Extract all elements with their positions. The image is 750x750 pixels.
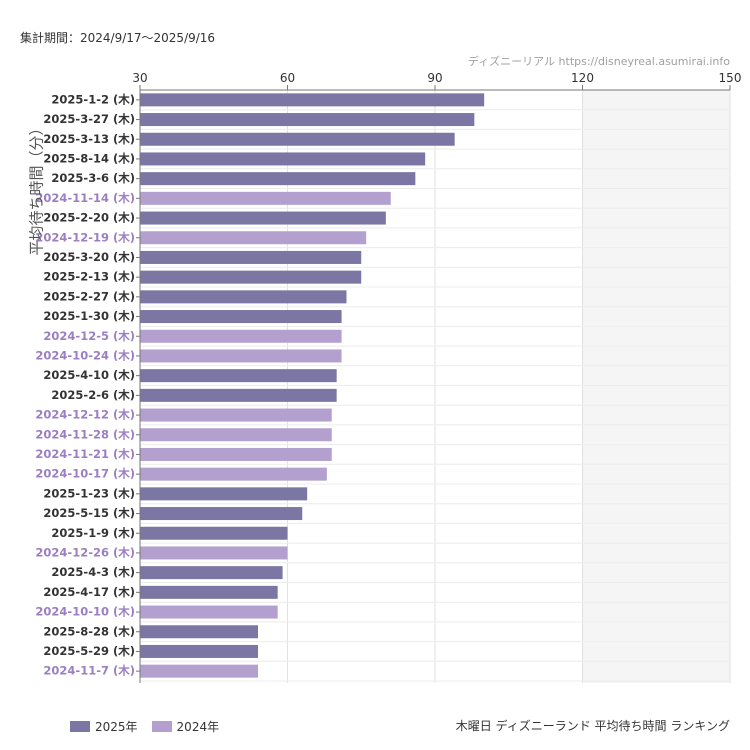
category-label: 2025-3-6 (木)	[51, 171, 135, 185]
category-label: 2024-12-5 (木)	[43, 329, 135, 343]
chart-footer-title: 木曜日 ディズニーランド 平均待ち時間 ランキング	[455, 719, 730, 733]
category-label: 2025-4-3 (木)	[51, 565, 135, 579]
bars	[140, 93, 485, 678]
row-lines	[140, 109, 730, 682]
bar	[140, 507, 303, 521]
bar	[140, 250, 362, 264]
category-label: 2024-11-21 (木)	[35, 447, 135, 461]
x-tick-label: 60	[280, 71, 295, 85]
category-label: 2024-12-26 (木)	[35, 545, 135, 559]
category-label: 2024-10-17 (木)	[35, 467, 135, 481]
bar	[140, 191, 391, 205]
bar	[140, 310, 342, 324]
category-label: 2025-2-13 (木)	[43, 270, 135, 284]
category-label: 2025-5-15 (木)	[43, 506, 135, 520]
bar	[140, 467, 327, 481]
bar	[140, 152, 426, 166]
source-text: ディズニーリアル https://disneyreal.asumirai.inf…	[467, 55, 730, 68]
legend-swatch-2025	[70, 721, 90, 732]
category-label: 2025-2-27 (木)	[43, 289, 135, 303]
bar	[140, 93, 485, 107]
bar	[140, 447, 332, 461]
category-label: 2025-1-9 (木)	[51, 526, 135, 540]
bar	[140, 487, 308, 501]
bar	[140, 329, 342, 343]
bar	[140, 566, 283, 580]
bar	[140, 585, 278, 599]
bar	[140, 113, 475, 127]
period-text: 集計期間：2024/9/17〜2025/9/16	[20, 31, 216, 45]
bar	[140, 644, 258, 658]
bar	[140, 172, 416, 186]
category-label: 2025-1-30 (木)	[43, 309, 135, 323]
x-tick-label: 150	[719, 71, 742, 85]
bar	[140, 369, 337, 383]
category-label: 2025-3-20 (木)	[43, 250, 135, 264]
bar	[140, 270, 362, 284]
category-label: 2025-1-2 (木)	[51, 92, 135, 106]
category-label: 2025-3-27 (木)	[43, 112, 135, 126]
bar	[140, 605, 278, 619]
bar	[140, 428, 332, 442]
legend-label-2024: 2024年	[176, 720, 220, 734]
axes	[139, 89, 730, 683]
category-label: 2025-4-10 (木)	[43, 368, 135, 382]
legend-item-2025: 2025年	[70, 718, 138, 735]
bar	[140, 132, 455, 146]
category-label: 2025-1-23 (木)	[43, 486, 135, 500]
bar	[140, 625, 258, 639]
legend: 2025年 2024年	[70, 718, 219, 735]
y-axis-label: 平均待ち時間（分）	[28, 120, 46, 255]
bar	[140, 211, 386, 225]
shaded-region	[582, 90, 730, 683]
x-tick-label: 90	[427, 71, 442, 85]
bar	[140, 231, 367, 245]
category-label: 2024-11-14 (木)	[35, 191, 135, 205]
x-tick-labels: 30 60 90 120 150	[132, 71, 741, 85]
category-label: 2024-10-10 (木)	[35, 605, 135, 619]
category-label: 2025-8-14 (木)	[43, 151, 135, 165]
category-label: 2025-4-17 (木)	[43, 585, 135, 599]
category-label: 2024-12-19 (木)	[35, 230, 135, 244]
category-label: 2025-5-29 (木)	[43, 644, 135, 658]
bar	[140, 349, 342, 363]
category-labels: 2025-1-2 (木) 2025-3-27 (木) 2025-3-13 (木) 20…	[35, 92, 140, 678]
category-label: 2024-11-7 (木)	[43, 664, 135, 678]
category-label: 2025-2-6 (木)	[51, 388, 135, 402]
bar	[140, 546, 288, 560]
category-label: 2025-2-20 (木)	[43, 211, 135, 225]
x-tick-label: 30	[132, 71, 147, 85]
category-label: 2024-11-28 (木)	[35, 427, 135, 441]
legend-swatch-2024	[151, 721, 172, 732]
bar	[140, 526, 288, 540]
category-label: 2025-8-28 (木)	[43, 624, 135, 638]
legend-item-2024: 2024年	[151, 718, 220, 735]
bar	[140, 290, 347, 304]
bar	[140, 664, 258, 678]
bar	[140, 388, 337, 402]
x-tick-label: 120	[571, 71, 594, 85]
legend-label-2025: 2025年	[95, 720, 138, 734]
category-label: 2024-10-24 (木)	[35, 348, 135, 362]
category-label: 2024-12-12 (木)	[35, 408, 135, 422]
bar	[140, 408, 332, 422]
category-label: 2025-3-13 (木)	[43, 132, 135, 146]
